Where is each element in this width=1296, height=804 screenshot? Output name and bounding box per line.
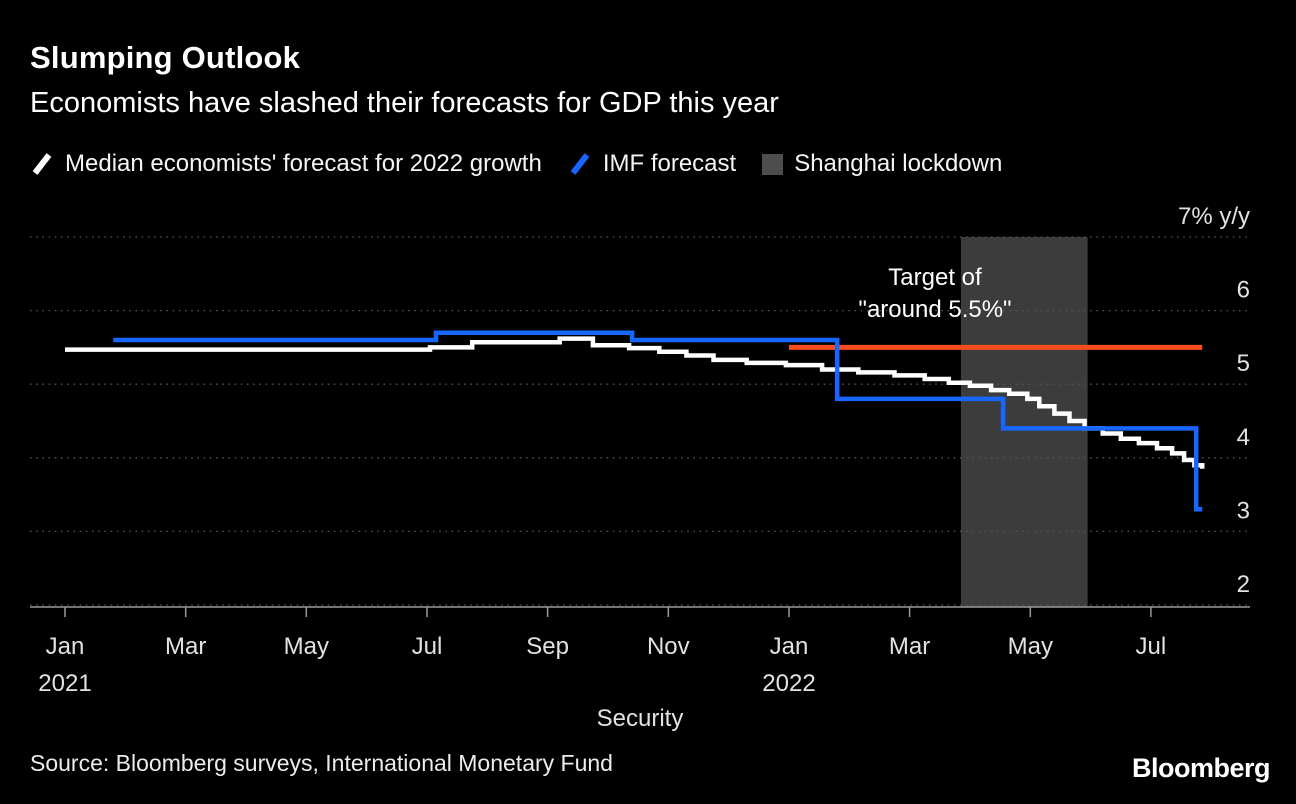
- y-axis-label-4: 4: [1237, 424, 1250, 451]
- y-axis-label-5: 5: [1237, 350, 1250, 377]
- legend-label-median-forecast: Median economists' forecast for 2022 gro…: [65, 150, 542, 177]
- target-annotation-line2: "around 5.5%": [858, 296, 1012, 323]
- x-axis-year-label: 2021: [38, 670, 91, 697]
- x-axis-label: Sep: [526, 633, 569, 660]
- source-line: Source: Bloomberg surveys, International…: [30, 750, 613, 776]
- y-axis-label-3: 3: [1237, 497, 1250, 524]
- imf-forecast-line: [113, 330, 1203, 512]
- imf-line-swatch-icon: [570, 153, 590, 175]
- median-line-swatch-icon: [32, 153, 52, 175]
- bloomberg-logo: Bloomberg: [1131, 753, 1271, 783]
- x-axis-label: May: [1008, 633, 1053, 660]
- shanghai-lockdown-swatch-rect: [762, 153, 784, 175]
- legend-item-imf-forecast: IMF forecast: [568, 150, 736, 178]
- x-axis-label: Jul: [1136, 633, 1167, 660]
- x-axis-label: Jul: [412, 633, 443, 660]
- legend: Median economists' forecast for 2022 gro…: [30, 150, 1002, 178]
- target-annotation-line1: Target of: [888, 264, 982, 291]
- median-forecast-line: [65, 336, 1205, 469]
- x-axis-label: Jan: [46, 633, 85, 660]
- imf-line-swatch-stroke: [570, 153, 590, 175]
- x-axis-label: Jan: [770, 633, 809, 660]
- page-title: Slumping Outlook: [30, 40, 301, 75]
- x-axis-label: Mar: [889, 633, 930, 660]
- shanghai-lockdown-region: [960, 237, 1088, 607]
- target-annotation: Target of "around 5.5%": [790, 262, 1080, 326]
- x-axis-year-label: 2022: [762, 670, 815, 697]
- x-axis-label: May: [284, 633, 329, 660]
- legend-label-shanghai-lockdown: Shanghai lockdown: [794, 150, 1003, 177]
- shanghai-lockdown-swatch-icon: [762, 153, 784, 175]
- x-axis-label: Nov: [647, 633, 690, 660]
- page-subtitle: Economists have slashed their forecasts …: [30, 87, 779, 119]
- x-axis-title: Security: [596, 705, 684, 732]
- legend-item-shanghai-lockdown: Shanghai lockdown: [762, 150, 1002, 178]
- y-axis-label-7: 7% y/y: [1178, 203, 1250, 230]
- y-axis-label-2: 2: [1237, 571, 1250, 598]
- x-axis-label: Mar: [165, 633, 206, 660]
- legend-label-imf-forecast: IMF forecast: [602, 150, 737, 177]
- median-line-swatch-stroke: [32, 153, 52, 175]
- legend-item-median-forecast: Median economists' forecast for 2022 gro…: [30, 150, 542, 178]
- y-axis-label-6: 6: [1237, 277, 1250, 304]
